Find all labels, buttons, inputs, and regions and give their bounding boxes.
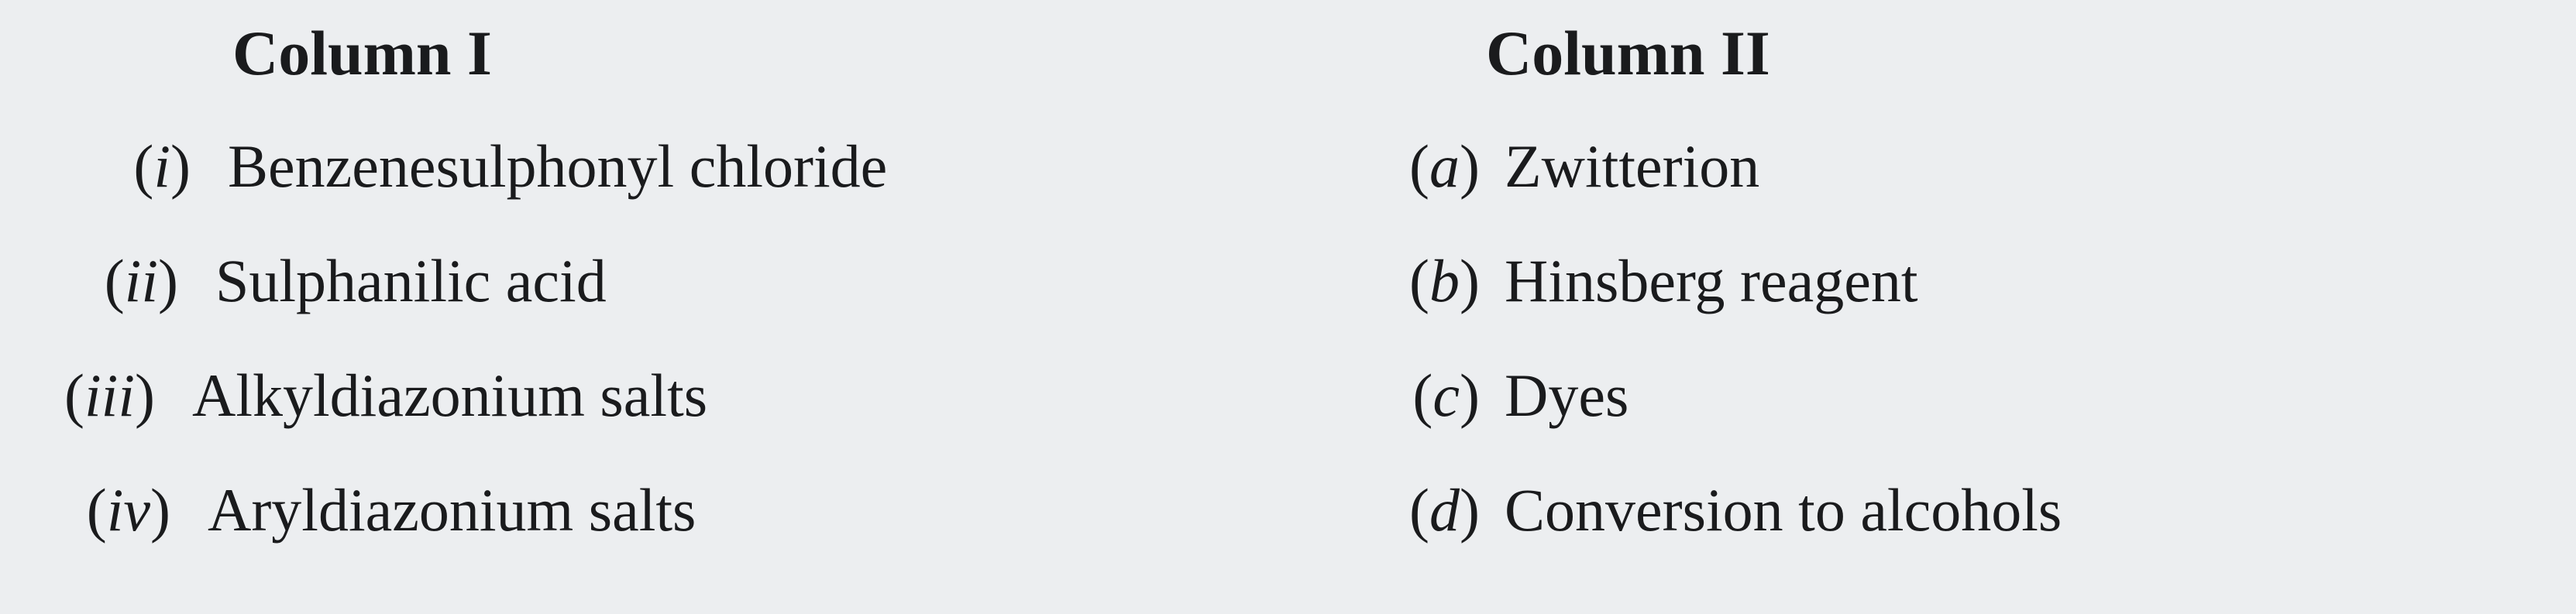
column-1-row: (iv) Aryldiazonium salts [23, 475, 696, 545]
marker-numeral: i [153, 132, 170, 200]
row-marker: (i) [43, 132, 228, 201]
column-2-row: (a) Zwitterion [1371, 132, 1759, 201]
row-marker: (iii) [8, 361, 192, 430]
column-1-row: (i) Benzenesulphonyl chloride [43, 132, 887, 201]
marker-numeral: iii [84, 362, 135, 429]
marker-numeral: iv [107, 476, 150, 544]
row-marker: (d) [1371, 475, 1505, 545]
column-2-row: (d) Conversion to alcohols [1371, 475, 2062, 545]
column-2-row: (b) Hinsberg reagent [1371, 246, 1918, 316]
row-text: Conversion to alcohols [1505, 475, 2062, 545]
column-1-row: (ii) Sulphanilic acid [31, 246, 607, 316]
row-text: Aryldiazonium salts [208, 475, 696, 545]
row-marker: (ii) [31, 246, 215, 316]
marker-letter: b [1429, 247, 1460, 314]
row-text: Zwitterion [1505, 132, 1759, 201]
row-text: Alkyldiazonium salts [192, 361, 707, 430]
marker-numeral: ii [125, 247, 158, 314]
column-2-row: (c) Dyes [1371, 361, 1628, 430]
row-marker: (b) [1371, 246, 1505, 316]
marker-letter: a [1429, 132, 1460, 200]
match-columns-question: Column I (i) Benzenesulphonyl chloride (… [0, 0, 2576, 614]
row-marker: (iv) [23, 475, 208, 545]
row-text: Sulphanilic acid [215, 246, 607, 316]
row-marker: (c) [1371, 361, 1505, 430]
row-text: Benzenesulphonyl chloride [228, 132, 887, 201]
row-marker: (a) [1371, 132, 1505, 201]
column-2-header: Column II [1486, 17, 1770, 90]
column-1-row: (iii) Alkyldiazonium salts [8, 361, 707, 430]
row-text: Dyes [1505, 361, 1628, 430]
column-1-header: Column I [232, 17, 492, 90]
marker-letter: d [1429, 476, 1460, 544]
marker-letter: c [1432, 362, 1460, 429]
row-text: Hinsberg reagent [1505, 246, 1918, 316]
